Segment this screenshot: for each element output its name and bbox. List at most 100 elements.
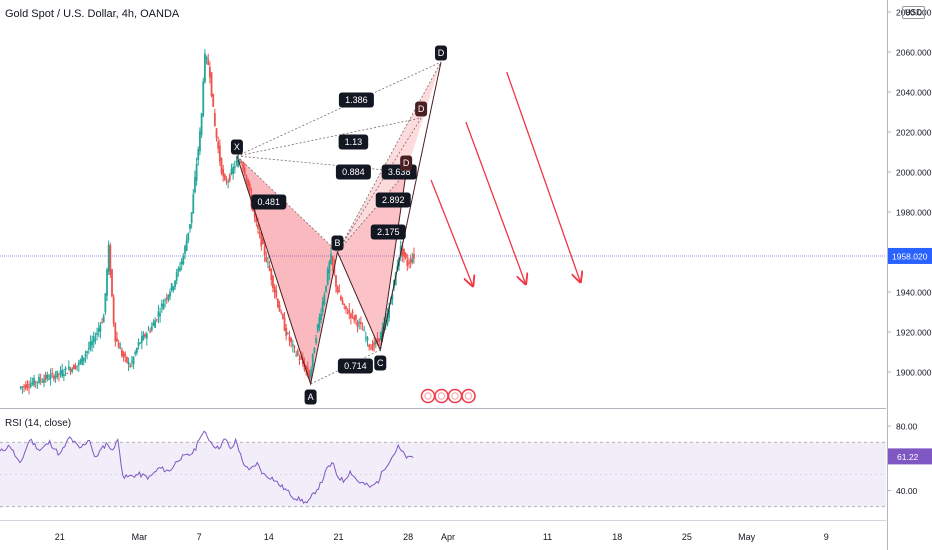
candle-body — [358, 322, 361, 324]
candle-body — [134, 352, 137, 355]
candle-body — [235, 161, 238, 163]
candle-body — [167, 295, 170, 300]
economic-event-icon[interactable] — [420, 388, 436, 404]
candle-body — [24, 384, 27, 389]
candle-body — [189, 224, 191, 230]
candle-body — [157, 311, 160, 318]
time-tick-label: 25 — [682, 532, 692, 542]
projection-arrow[interactable] — [465, 121, 526, 284]
candle-body — [288, 336, 291, 341]
candle-body — [87, 348, 90, 350]
candle-body — [207, 59, 210, 65]
candle-body — [62, 374, 65, 377]
ratio-badge[interactable] — [337, 358, 373, 374]
candle-body — [160, 303, 163, 307]
candle-body — [174, 280, 176, 288]
harmonic-pattern-lines — [236, 61, 442, 386]
candle-body — [101, 322, 103, 324]
candle-body — [281, 314, 284, 319]
pattern-point-badge[interactable] — [331, 235, 344, 251]
event-icons[interactable] — [420, 388, 476, 404]
candle-body — [180, 261, 183, 265]
candle-body — [278, 304, 281, 312]
candle-body — [164, 300, 166, 301]
candle-body — [111, 269, 113, 297]
candle-body — [44, 374, 47, 380]
economic-event-icon[interactable] — [461, 388, 476, 404]
candle-body — [223, 174, 226, 180]
candle-body — [190, 212, 193, 224]
pattern-point-badge[interactable] — [400, 155, 413, 171]
currency-badge[interactable]: USD — [902, 6, 925, 19]
candle-body — [233, 166, 236, 169]
pattern-point-badge[interactable] — [304, 389, 317, 405]
candle-body — [326, 269, 329, 285]
price-tick-label: 2080.000 — [896, 8, 932, 18]
price-tick-label: 2000.000 — [896, 168, 932, 178]
candle-body — [348, 309, 351, 314]
projection-arrow[interactable] — [430, 179, 473, 286]
candle-body — [406, 260, 409, 266]
rsi-title[interactable]: RSI (14, close) — [5, 418, 72, 429]
candle-body — [122, 352, 125, 358]
bcd-triangle — [337, 172, 407, 350]
candle-body — [384, 319, 387, 324]
harmonic-pattern-fill — [236, 62, 441, 384]
ratio-badge[interactable] — [370, 224, 406, 240]
candle-body — [112, 297, 115, 324]
candle-body — [356, 321, 359, 327]
candle-body — [411, 258, 414, 263]
economic-event-icon-inner — [451, 392, 459, 400]
candle-body — [145, 334, 148, 339]
candle-body — [51, 373, 54, 374]
candle-body — [139, 342, 142, 344]
rsi-band-fill — [0, 442, 886, 507]
candle-body — [308, 373, 311, 380]
pattern-point-label: B — [334, 238, 340, 248]
rsi-last-value-label: 61.22 — [897, 452, 919, 462]
price-tick-label: 1940.000 — [896, 288, 932, 298]
pattern-point-badge[interactable] — [415, 101, 428, 117]
ratio-badge[interactable] — [251, 194, 287, 210]
economic-event-icon-inner — [424, 392, 432, 400]
xd-ratio-line — [236, 61, 442, 157]
candle-body — [199, 131, 201, 152]
candle-body — [106, 269, 108, 296]
pattern-point-badge[interactable] — [435, 45, 448, 61]
price-tick-label: 2040.000 — [896, 88, 932, 98]
economic-event-icon[interactable] — [434, 388, 449, 404]
projection-arrow[interactable] — [506, 71, 581, 282]
ratio-badge[interactable] — [375, 192, 411, 208]
last-price-label: 1958.020 — [892, 251, 928, 261]
candle-body — [366, 337, 369, 341]
pattern-point-badge[interactable] — [230, 139, 243, 155]
harmonic-pattern-labels[interactable]: 1.386 1.13 0.884 3.638 2.892 2.175 0.481 0.714 X… — [230, 45, 448, 405]
candle-body — [74, 365, 77, 369]
time-tick-label: 9 — [824, 532, 829, 542]
economic-event-icon[interactable] — [447, 388, 463, 404]
candle-body — [237, 159, 239, 167]
ratio-badge[interactable] — [335, 164, 371, 180]
ratio-badge[interactable] — [338, 92, 374, 108]
pattern-point-badge[interactable] — [374, 355, 387, 371]
candle-body — [277, 298, 279, 308]
candle-body — [368, 344, 371, 348]
candle-body — [135, 348, 138, 353]
symbol-title[interactable]: Gold Spot / U.S. Dollar, 4h, OANDA — [5, 8, 180, 20]
candle-body — [126, 356, 128, 363]
candle-body — [69, 369, 72, 372]
ratio-badge[interactable] — [338, 134, 369, 150]
candle-body — [58, 373, 60, 375]
candle-body — [388, 306, 390, 318]
candle-body — [248, 183, 251, 192]
candle-body — [81, 355, 84, 365]
candle-body — [29, 383, 32, 388]
economic-event-icon-inner — [464, 392, 473, 400]
candle-body — [66, 373, 69, 375]
time-tick-label: 14 — [264, 532, 274, 542]
bd-ratio-line — [337, 61, 442, 253]
candle-body — [89, 341, 92, 349]
candle-body — [159, 313, 162, 316]
ratio-label: 2.175 — [377, 227, 400, 237]
